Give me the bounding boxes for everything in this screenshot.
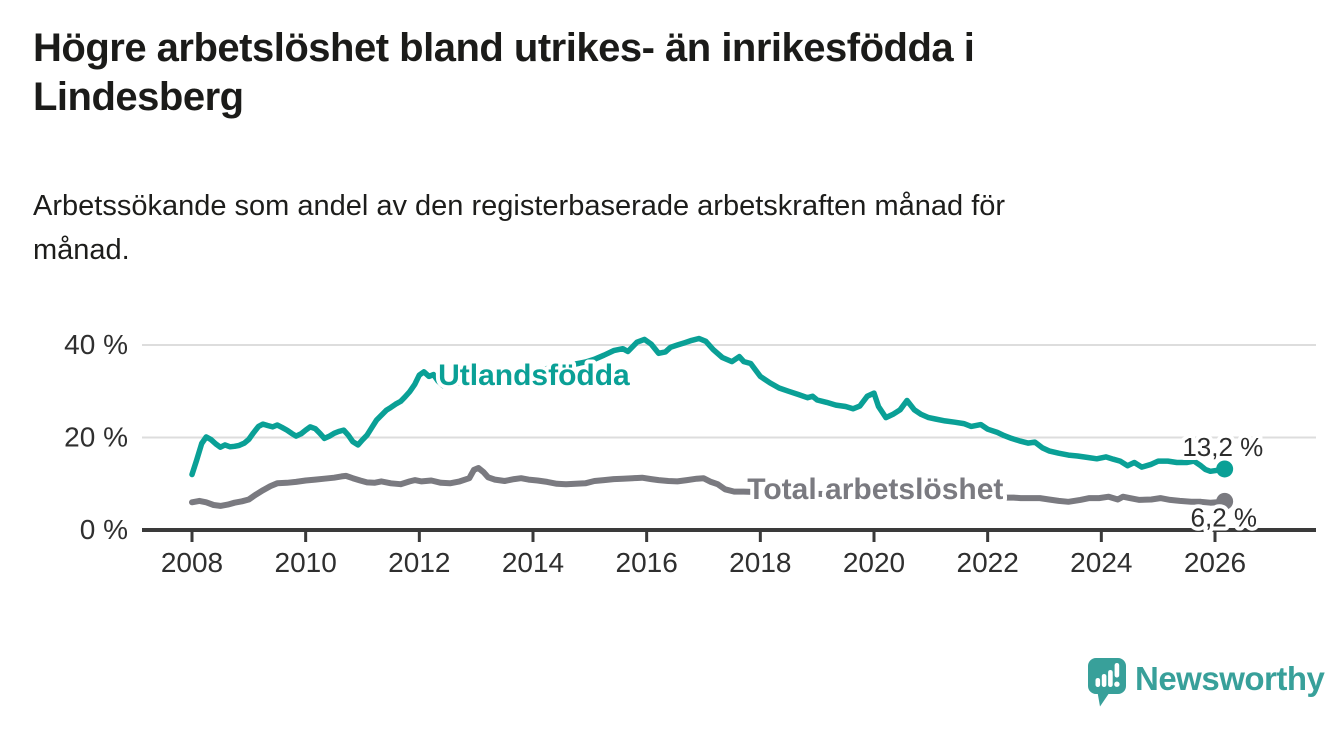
bar-large — [1108, 670, 1113, 687]
y-tick-label: 0 % — [80, 514, 128, 545]
series-end-dot-total — [1216, 492, 1234, 510]
x-tick-label: 2024 — [1070, 547, 1132, 578]
end-value-label-utlandsfodda: 13,2 % — [1182, 432, 1263, 462]
series-line-total — [189, 465, 1228, 509]
subtitle-line-1: Arbetssökande som andel av den registerb… — [33, 190, 1006, 222]
series-line-utlandsfodda — [189, 335, 1228, 478]
exclamation-bar — [1114, 663, 1120, 678]
series-label-total: Total arbetslöshet — [747, 473, 1003, 506]
page-title: Högre arbetslöshet bland utrikes- än inr… — [33, 24, 1303, 122]
x-tick-label: 2016 — [616, 547, 678, 578]
x-tick-label: 2014 — [502, 547, 564, 578]
end-value-label-total: 6,2 % — [1191, 503, 1258, 533]
y-tick-label: 20 % — [64, 422, 128, 453]
bar-small — [1095, 678, 1101, 687]
series-label-utlandsfodda: Utlandsfödda — [438, 359, 630, 392]
x-tick-label: 2012 — [388, 547, 450, 578]
y-tick-label: 40 % — [64, 329, 128, 360]
newsworthy-logo: Newsworthy — [1086, 656, 1325, 708]
bar-medium — [1101, 674, 1107, 687]
exclamation-dot — [1114, 681, 1120, 687]
x-tick-label: 2010 — [275, 547, 337, 578]
title-line-2: Lindesberg — [33, 75, 244, 119]
chart-subtitle: Arbetssökande som andel av den registerb… — [33, 184, 1273, 272]
x-tick-label: 2020 — [843, 547, 905, 578]
title-line-1: Högre arbetslöshet bland utrikes- än inr… — [33, 26, 975, 70]
x-tick-label: 2022 — [957, 547, 1019, 578]
subtitle-line-2: månad. — [33, 234, 130, 266]
logo-text: Newsworthy — [1135, 660, 1325, 697]
x-tick-label: 2018 — [729, 547, 791, 578]
x-tick-label: 2026 — [1184, 547, 1246, 578]
bar-chart-bubble-icon — [1088, 658, 1126, 707]
series-end-dot-utlandsfodda — [1216, 460, 1234, 478]
bubble-shape — [1088, 658, 1126, 707]
x-tick-label: 2008 — [161, 547, 223, 578]
